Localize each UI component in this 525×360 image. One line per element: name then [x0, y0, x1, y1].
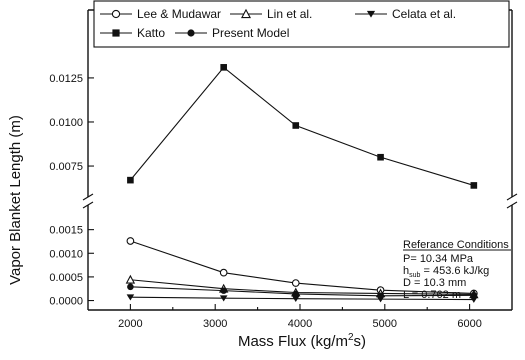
legend-label: Celata et al.	[392, 7, 456, 21]
y-tick-label: 0.0010	[49, 248, 83, 260]
data-point	[220, 64, 227, 71]
y-tick-label: 0.0075	[49, 161, 83, 173]
data-point	[292, 290, 300, 298]
x-tick-label: 2000	[118, 318, 142, 330]
annotation-title: Referance Conditions	[403, 239, 509, 251]
y-tick-label: 0.0005	[49, 272, 83, 284]
data-point	[111, 9, 121, 19]
y-tick-label: 0.0000	[49, 296, 83, 308]
data-point	[366, 10, 376, 18]
data-point	[219, 268, 228, 277]
data-point	[187, 29, 195, 37]
legend-entry: Katto	[100, 26, 165, 40]
data-point	[220, 287, 227, 294]
y-tick-label: 0.0015	[49, 225, 83, 237]
x-axis-label: Mass Flux (kg/m2s)	[238, 332, 366, 350]
data-point	[470, 296, 478, 303]
annotation-line: L = 0.762 m	[403, 289, 461, 301]
legend: Lee & Mudawar Lin et al. Celata et al. Katt…	[93, 0, 510, 48]
legend-box	[93, 0, 510, 48]
x-tick-label: 6000	[457, 318, 481, 330]
legend-entry: Lin et al.	[230, 7, 312, 21]
data-point	[126, 237, 135, 245]
y-axis-label: Vapor Blanket Length (m)	[7, 115, 24, 285]
series-present-model	[127, 283, 478, 300]
x-axis-ticks: 2000 3000 4000 5000 6000	[118, 304, 482, 330]
legend-label: Katto	[137, 26, 165, 40]
x-tick-label: 4000	[288, 318, 312, 330]
annotation-text: h	[403, 265, 409, 277]
axis-break-mark-right-1	[506, 193, 518, 201]
data-point	[377, 292, 384, 300]
axis-break-mark-left-2	[82, 201, 94, 209]
data-point	[470, 182, 478, 189]
y-tick-label: 0.0125	[49, 73, 83, 85]
axis-break-mark-right-2	[506, 201, 518, 209]
data-point	[112, 29, 120, 37]
annotation-text: = 453.6 kJ/kg	[420, 265, 489, 277]
legend-label: Lee & Mudawar	[137, 7, 221, 21]
legend-entry: Celata et al.	[355, 7, 456, 21]
data-point	[127, 176, 134, 184]
legend-label: Present Model	[212, 26, 289, 40]
axis-break-mark-left-1	[82, 193, 94, 201]
legend-label: Lin et al.	[267, 7, 312, 21]
legend-entry: Lee & Mudawar	[100, 7, 221, 21]
data-point	[291, 295, 300, 302]
data-point	[377, 153, 384, 161]
data-point	[291, 279, 300, 287]
annotation-line: P= 10.34 MPa	[403, 253, 474, 265]
data-point	[126, 294, 135, 301]
data-point	[127, 283, 134, 291]
series-katto	[127, 64, 478, 189]
data-point	[470, 292, 478, 299]
annotation-subscript: sub	[409, 272, 420, 279]
data-point	[125, 274, 136, 284]
legend-entry: Present Model	[175, 26, 289, 40]
annotation-text: L = 0.762 m	[403, 289, 461, 301]
data-point	[292, 122, 300, 129]
annotation-text: P= 10.34 MPa	[403, 253, 474, 265]
x-tick-label: 3000	[203, 318, 227, 330]
y-axis-ticks: 0.0000 0.0005 0.0010 0.0015 0.0075 0.0100 0.01…	[49, 73, 94, 308]
annotation-line: D = 10.3 mm	[403, 277, 466, 289]
x-tick-label: 5000	[373, 318, 397, 330]
annotation-text: D = 10.3 mm	[403, 277, 466, 289]
data-point	[219, 295, 228, 302]
series-layer	[125, 64, 479, 303]
series-line	[129, 66, 474, 186]
annotation-line: hsub = 453.6 kJ/kg	[403, 265, 489, 279]
data-point	[240, 8, 252, 19]
y-tick-label: 0.0100	[49, 117, 83, 129]
